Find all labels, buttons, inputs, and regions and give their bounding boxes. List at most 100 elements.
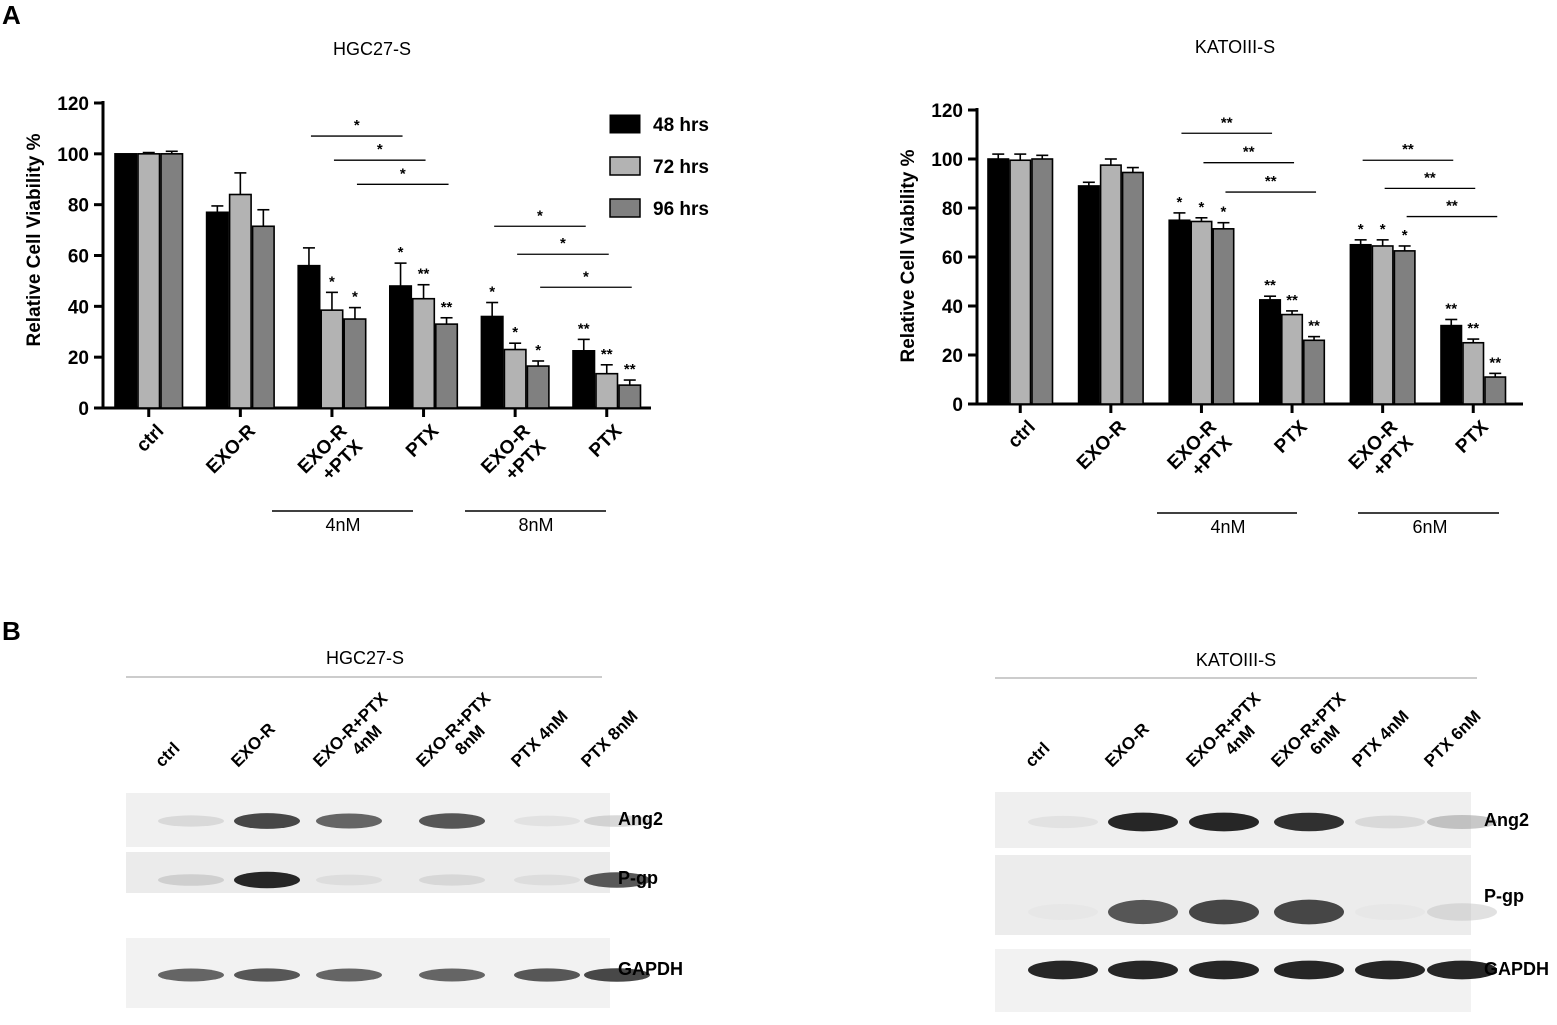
chart-katoiii-y-tick-label-5: 100 xyxy=(931,150,963,171)
blot-hgc27-lane-label-0: ctrl xyxy=(151,739,183,771)
chart-katoiii-x-tick-label-0: ctrl xyxy=(1004,417,1040,453)
chart-katoiii-bar-3-1 xyxy=(1281,313,1304,405)
chart-katoiii-comparison-label-2: ** xyxy=(1265,173,1277,190)
chart-hgc27-y-tick-label-3: 60 xyxy=(68,247,89,268)
chart-katoiii-y-tick-label-3: 60 xyxy=(942,248,963,269)
blot-hgc27-band-1-4 xyxy=(514,874,580,886)
chart-hgc27-comparison-label-4: * xyxy=(560,235,566,252)
blot-katoiii-lane-label-0-line-0: ctrl xyxy=(1021,739,1053,771)
blot-katoiii-band-2-0 xyxy=(1028,960,1098,980)
chart-hgc27-x-tick-label-0-line-0: ctrl xyxy=(133,421,169,457)
blot-hgc27-band-1-0 xyxy=(158,874,224,886)
chart-katoiii-comparison-label-5: ** xyxy=(1446,198,1458,215)
chart-hgc27-sig-5-0: ** xyxy=(578,320,590,337)
blot-katoiii-band-2-4 xyxy=(1355,960,1425,980)
legend-swatch-96h xyxy=(609,198,641,218)
chart-hgc27-comparison-label-1: * xyxy=(377,141,383,158)
chart-katoiii-bar-1-1 xyxy=(1099,164,1122,405)
chart-katoiii-bar-1-2 xyxy=(1121,171,1144,405)
chart-katoiii-x-tick-label-5: PTX xyxy=(1452,416,1493,457)
chart-katoiii-bar-5-0 xyxy=(1440,324,1463,405)
blot-hgc27-band-1-3 xyxy=(419,874,485,886)
chart-katoiii-group-label-1: 6nM xyxy=(1412,517,1447,537)
chart-hgc27-y-tick-label-6: 120 xyxy=(57,94,89,115)
chart-hgc27-sig-5-2: ** xyxy=(624,361,636,378)
blot-hgc27-lane-label-0-line-0: ctrl xyxy=(151,739,183,771)
legend-label-96h: 96 hrs xyxy=(653,199,709,220)
blot-hgc27-lane-label-4-line-0: PTX 4nM xyxy=(507,707,571,771)
blot-hgc27-band-0-5 xyxy=(584,815,650,827)
blot-katoiii-band-0-0 xyxy=(1028,815,1098,829)
chart-katoiii-x-tick-label-1: EXO-R xyxy=(1073,416,1131,474)
chart-hgc27-x-tick-label-1: EXO-R xyxy=(202,420,260,478)
blot-hgc27-lane-label-4: PTX 4nM xyxy=(507,707,571,771)
chart-hgc27-x-tick-label-5: PTX xyxy=(585,420,626,461)
chart-hgc27-sig-5-1: ** xyxy=(601,346,613,363)
blot-hgc27-band-2-3 xyxy=(419,968,485,982)
chart-hgc27-sig-2-2: * xyxy=(352,289,358,306)
blot-katoiii-title: KATOIII-S xyxy=(1196,650,1276,670)
blot-hgc27-row-label-0: Ang2 xyxy=(618,809,663,829)
blot-hgc27-band-2-1 xyxy=(234,968,300,982)
chart-hgc27-x-tick-label-1-line-0: EXO-R xyxy=(202,420,260,478)
chart-hgc27-sig-2-1: * xyxy=(329,273,335,290)
blot-hgc27-band-1-5 xyxy=(584,872,650,888)
blot-katoiii-lane-label-2: EXO-R+PTX4nM xyxy=(1182,688,1278,784)
blot-katoiii-band-0-5 xyxy=(1427,815,1497,829)
chart-katoiii-bar-0-1 xyxy=(1009,159,1032,405)
chart-hgc27-group-label-0: 4nM xyxy=(325,515,360,535)
chart-hgc27-bar-4-0 xyxy=(480,315,504,409)
blot-katoiii-lane-label-5: PTX 6nM xyxy=(1420,707,1484,771)
chart-hgc27-bar-2-0 xyxy=(297,264,321,409)
blot-katoiii-band-1-3 xyxy=(1274,899,1344,925)
blot-hgc27-band-2-4 xyxy=(514,968,580,982)
chart-katoiii-bar-2-0 xyxy=(1168,219,1191,405)
blot-hgc27-lane-label-1: EXO-R xyxy=(227,719,279,771)
blot-katoiii-band-0-4 xyxy=(1355,815,1425,829)
blot-katoiii-band-0-2 xyxy=(1189,812,1259,832)
chart-hgc27-sig-3-2: ** xyxy=(441,299,453,316)
chart-katoiii-x-tick-label-1-line-0: EXO-R xyxy=(1073,416,1131,474)
chart-katoiii-sig-2-2: * xyxy=(1221,204,1227,221)
chart-hgc27-x-tick-label-3-line-0: PTX xyxy=(402,420,443,461)
blot-katoiii-row-bg-2 xyxy=(995,949,1471,1012)
chart-hgc27-x-tick-label-5-line-0: PTX xyxy=(585,420,626,461)
chart-hgc27-ylabel: Relative Cell Viability % xyxy=(24,133,45,346)
blot-hgc27-lane-label-5-line-0: PTX 8nM xyxy=(577,707,641,771)
chart-katoiii-sig-5-0: ** xyxy=(1445,300,1457,317)
blot-katoiii-lane-label-0: ctrl xyxy=(1021,739,1053,771)
chart-hgc27-bar-0-1 xyxy=(137,153,161,409)
chart-hgc27-bar-4-2 xyxy=(526,365,550,409)
chart-hgc27-sig-3-0: * xyxy=(398,244,404,261)
chart-katoiii-bar-0-0 xyxy=(987,158,1010,405)
chart-hgc27-comparison-label-2: * xyxy=(400,165,406,182)
blot-katoiii-band-0-3 xyxy=(1274,812,1344,832)
chart-katoiii-bar-5-1 xyxy=(1462,341,1485,405)
chart-katoiii-comparison-label-1: ** xyxy=(1243,144,1255,161)
blot-hgc27-band-2-2 xyxy=(316,968,382,982)
chart-katoiii-sig-4-1: * xyxy=(1380,221,1386,238)
chart-hgc27-x-tick-label-2: EXO-R+PTX xyxy=(294,420,367,493)
chart-katoiii-comparison-label-4: ** xyxy=(1424,169,1436,186)
panel-label-b: B xyxy=(2,616,21,646)
chart-katoiii-sig-2-1: * xyxy=(1199,199,1205,216)
blot-katoiii-lane-label-3: EXO-R+PTX6nM xyxy=(1267,688,1363,784)
blot-katoiii-row-label-2: GAPDH xyxy=(1484,959,1549,979)
blot-hgc27-band-1-2 xyxy=(316,874,382,886)
chart-katoiii-sig-5-2: ** xyxy=(1489,354,1501,371)
chart-hgc27-y-tick-label-2: 40 xyxy=(68,297,89,318)
chart-katoiii-y-tick-label-0: 0 xyxy=(952,395,963,416)
chart-hgc27-bar-1-1 xyxy=(228,193,252,409)
chart-hgc27-x-tick-label-4: EXO-R+PTX xyxy=(477,420,550,493)
chart-hgc27-bar-5-1 xyxy=(595,372,619,409)
chart-katoiii-x-tick-label-3: PTX xyxy=(1271,416,1312,457)
blot-katoiii-band-2-2 xyxy=(1189,960,1259,980)
chart-katoiii-ylabel: Relative Cell Viability % xyxy=(898,149,919,362)
chart-katoiii-sig-5-1: ** xyxy=(1467,320,1479,337)
legend-swatch-72h xyxy=(609,156,641,176)
chart-katoiii-sig-3-1: ** xyxy=(1286,292,1298,309)
chart-hgc27-bar-2-2 xyxy=(343,318,367,409)
chart-hgc27-bar-0-0 xyxy=(114,153,138,409)
